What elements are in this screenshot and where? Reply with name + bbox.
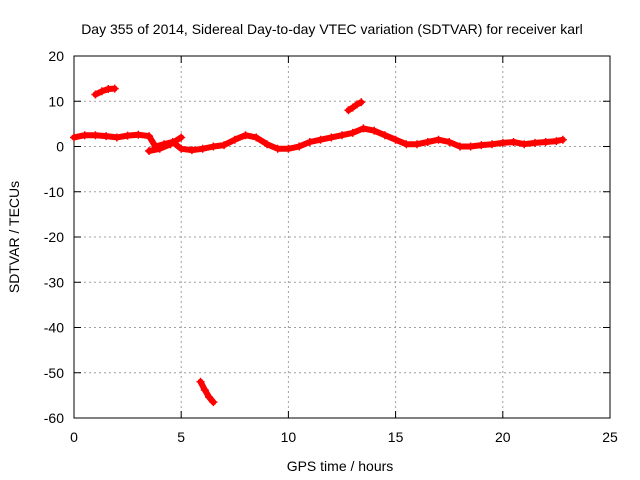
- data-point: [498, 138, 507, 147]
- x-tick-label: 20: [495, 429, 511, 445]
- data-point: [434, 135, 443, 144]
- data-point: [357, 98, 366, 107]
- series-band: [345, 99, 365, 114]
- x-tick-label: 0: [70, 429, 78, 445]
- chart-title: Day 355 of 2014, Sidereal Day-to-day VTE…: [81, 21, 583, 37]
- data-point: [477, 141, 486, 150]
- data-point: [145, 147, 154, 156]
- y-tick-label: -20: [44, 229, 64, 245]
- data-point: [230, 135, 239, 144]
- data-point: [177, 144, 186, 153]
- x-tick-label: 15: [388, 429, 404, 445]
- data-point: [327, 133, 336, 142]
- data-point: [445, 137, 454, 146]
- data-point: [166, 140, 175, 149]
- data-point: [112, 133, 121, 142]
- data-point: [262, 140, 271, 149]
- series-upper-arc-1: [91, 84, 119, 99]
- data-point: [209, 398, 218, 407]
- data-point: [558, 135, 567, 144]
- y-tick-label: -50: [44, 365, 64, 381]
- data-point: [552, 137, 561, 146]
- data-point: [284, 144, 293, 153]
- y-tick-label: 0: [56, 139, 64, 155]
- data-point: [91, 90, 100, 99]
- data-point: [123, 131, 132, 140]
- data-point: [220, 141, 229, 150]
- y-axis-ticks: -60 -50 -40 -30 -20 -10 0 10 20: [44, 48, 610, 426]
- data-marks: [70, 84, 567, 407]
- data-point: [413, 140, 422, 149]
- data-point: [380, 131, 389, 140]
- data-point: [252, 133, 261, 142]
- y-tick-label: 20: [48, 48, 64, 64]
- data-point: [466, 142, 475, 151]
- data-point: [198, 144, 207, 153]
- y-tick-label: -10: [44, 184, 64, 200]
- data-point: [200, 385, 209, 394]
- data-point: [305, 137, 314, 146]
- x-tick-label: 5: [177, 429, 185, 445]
- data-point: [91, 131, 100, 140]
- data-point: [177, 133, 186, 142]
- data-point: [241, 131, 250, 140]
- data-point: [391, 135, 400, 144]
- data-point: [455, 142, 464, 151]
- data-point: [155, 144, 164, 153]
- series-band: [146, 134, 185, 154]
- y-axis-label: SDTVAR / TECUs: [6, 181, 22, 293]
- data-point: [353, 100, 362, 109]
- series-main-track: [70, 124, 567, 155]
- data-point: [110, 84, 119, 93]
- data-point: [402, 140, 411, 149]
- y-tick-label: -30: [44, 274, 64, 290]
- y-tick-label: 10: [48, 93, 64, 109]
- x-axis-ticks: 0 5 10 15 20 25: [70, 56, 618, 445]
- data-point: [359, 124, 368, 133]
- data-point: [196, 377, 205, 386]
- data-point: [520, 140, 529, 149]
- data-point: [509, 137, 518, 146]
- data-point: [205, 393, 214, 402]
- x-tick-label: 25: [602, 429, 618, 445]
- data-point: [80, 131, 89, 140]
- data-point: [316, 135, 325, 144]
- data-point: [295, 142, 304, 151]
- data-point: [370, 126, 379, 135]
- series-upper-arc-2: [344, 98, 366, 115]
- series-lower-arc: [196, 377, 218, 407]
- data-point: [145, 132, 154, 141]
- y-tick-label: -40: [44, 320, 64, 336]
- x-axis-label: GPS time / hours: [287, 458, 394, 474]
- data-point: [102, 132, 111, 141]
- data-point: [348, 128, 357, 137]
- data-point: [348, 103, 357, 112]
- series-band: [197, 378, 217, 406]
- data-point: [423, 137, 432, 146]
- data-point: [134, 130, 143, 139]
- data-point: [338, 131, 346, 140]
- data-point: [187, 146, 196, 155]
- x-tick-label: 10: [281, 429, 297, 445]
- y-tick-label: -60: [44, 410, 64, 426]
- data-point: [70, 133, 78, 142]
- data-point: [541, 137, 550, 146]
- data-point: [530, 138, 539, 147]
- data-point: [344, 106, 353, 115]
- series-dip-segment: [145, 133, 186, 156]
- grid-lines: [74, 56, 610, 418]
- data-point: [209, 142, 218, 151]
- data-point: [97, 87, 106, 96]
- data-point: [273, 144, 282, 153]
- data-point: [488, 140, 497, 149]
